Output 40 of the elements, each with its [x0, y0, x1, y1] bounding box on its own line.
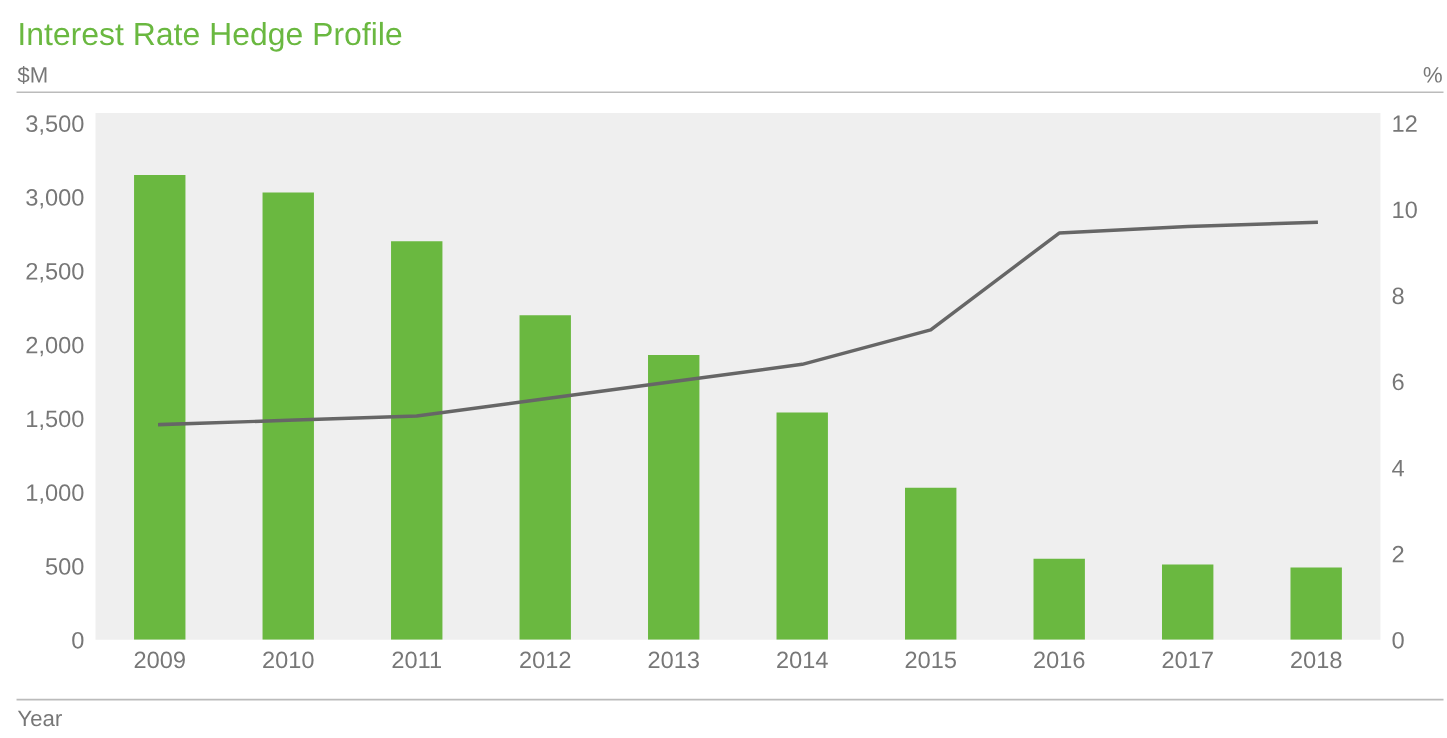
x-tick-label: 2011	[392, 651, 441, 669]
y-axis-title: $M	[17, 66, 47, 85]
y2-tick-label: 2	[1392, 545, 1404, 563]
bar	[519, 315, 571, 640]
bar	[262, 192, 314, 640]
y-tick-label: 2,000	[26, 336, 84, 357]
x-tick-label: 2009	[134, 651, 185, 669]
bar	[905, 487, 957, 640]
bar	[134, 174, 186, 640]
y-tick-label: 500	[45, 558, 84, 575]
y2-tick-label: 10	[1393, 201, 1417, 219]
y-tick-label: 1,000	[27, 484, 84, 504]
bar	[391, 241, 443, 640]
x-tick-label: 2010	[263, 651, 314, 669]
bar	[1162, 564, 1214, 640]
y-tick-label: 3,500	[26, 115, 84, 135]
y2-tick-label: 12	[1393, 115, 1417, 132]
y2-tick-label: 4	[1392, 459, 1404, 477]
chart-title: Interest Rate Hedge Profile	[20, 21, 402, 52]
x-tick-label: 2017	[1162, 651, 1213, 669]
x-tick-label: 2012	[520, 651, 571, 669]
x-tick-label: 2013	[648, 651, 699, 669]
bar	[1033, 558, 1085, 640]
y2-tick-label: 0	[1392, 631, 1404, 649]
y-tick-label: 2,500	[26, 262, 84, 283]
x-axis-title: Year	[17, 710, 62, 727]
x-tick-label: 2016	[1034, 651, 1085, 669]
x-tick-label: 2015	[905, 651, 956, 669]
bar	[648, 354, 700, 640]
y2-tick-label: 6	[1392, 373, 1404, 391]
line-series	[158, 220, 1318, 427]
y2-axis-title: %	[1423, 67, 1442, 83]
y-tick-label: 0	[72, 631, 84, 649]
bar	[776, 412, 828, 640]
bar	[1290, 567, 1342, 640]
y2-tick-label: 8	[1392, 287, 1404, 305]
y-tick-label: 3,000	[26, 189, 84, 209]
y-tick-label: 1,500	[27, 410, 84, 431]
x-tick-label: 2018	[1291, 651, 1342, 669]
x-tick-label: 2014	[777, 651, 828, 669]
